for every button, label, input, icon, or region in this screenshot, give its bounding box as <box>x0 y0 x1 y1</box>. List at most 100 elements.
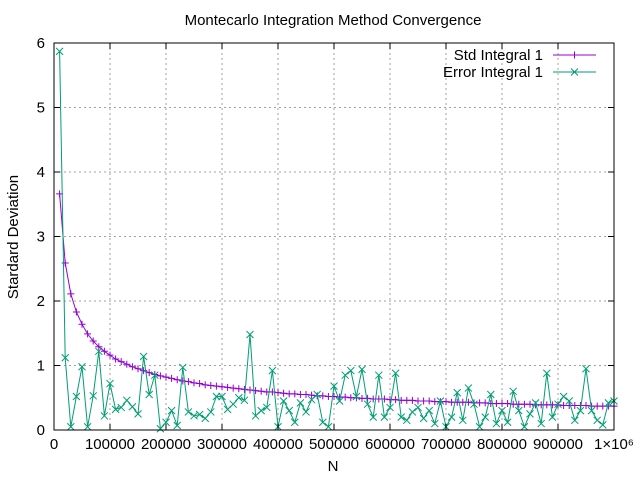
data-point <box>218 383 226 391</box>
data-point <box>78 320 86 328</box>
series-std-integral-1 <box>56 190 618 410</box>
data-point <box>201 414 210 423</box>
data-point <box>145 390 154 399</box>
data-point <box>486 390 495 399</box>
y-tick-label: 3 <box>37 229 45 246</box>
x-axis-label: N <box>328 458 339 475</box>
data-point <box>212 382 220 390</box>
y-tick-label: 4 <box>37 164 45 181</box>
data-point <box>162 418 170 427</box>
data-point <box>100 347 108 355</box>
data-point <box>178 363 187 372</box>
legend-label: Error Integral 1 <box>443 64 543 81</box>
data-point <box>369 413 378 421</box>
data-point <box>358 365 366 374</box>
data-point <box>380 413 389 421</box>
data-point <box>285 406 294 415</box>
x-tick-label: 500000 <box>309 436 359 453</box>
data-point <box>229 384 237 392</box>
data-point <box>257 406 266 415</box>
ticks: 0 100000 200000 300000 400000 500000 600000 700… <box>37 35 634 453</box>
data-point <box>313 390 322 399</box>
data-point <box>252 387 260 395</box>
data-point <box>218 392 226 401</box>
x-tick-label: 0 <box>50 436 58 453</box>
x-tick-label: 700000 <box>421 436 471 453</box>
data-point <box>212 392 221 401</box>
data-point <box>408 396 416 404</box>
data-point <box>436 397 445 405</box>
data-point <box>83 422 92 431</box>
data-point <box>89 391 98 400</box>
data-point <box>257 387 265 395</box>
data-point <box>262 403 271 412</box>
data-point <box>363 400 372 409</box>
data-point <box>240 396 249 405</box>
chart-title: Montecarlo Integration Method Convergenc… <box>185 12 482 29</box>
data-point <box>206 408 215 416</box>
data-point <box>150 371 159 380</box>
data-point <box>156 424 165 433</box>
data-point <box>112 355 120 363</box>
data-point <box>196 380 204 388</box>
data-point <box>598 420 607 429</box>
data-point <box>531 399 540 407</box>
data-point <box>156 372 164 380</box>
data-point <box>392 396 400 404</box>
data-point <box>492 419 501 428</box>
data-point <box>582 364 590 373</box>
data-point <box>246 386 254 394</box>
y-tick-label: 1 <box>37 358 45 375</box>
data-point <box>475 422 484 431</box>
data-point <box>55 47 64 56</box>
data-point <box>559 392 568 401</box>
data-point <box>89 337 97 345</box>
y-tick-label: 6 <box>37 35 45 52</box>
data-point <box>117 358 125 366</box>
data-point <box>308 391 316 399</box>
x-tick-label: 600000 <box>365 436 415 453</box>
x-tick-label: 800000 <box>477 436 527 453</box>
data-point <box>570 416 579 425</box>
data-point <box>576 406 585 415</box>
series-error-integral-1 <box>55 47 618 433</box>
data-point <box>408 408 417 416</box>
data-point <box>330 382 338 390</box>
data-point <box>179 377 187 385</box>
data-point <box>414 403 422 412</box>
data-point <box>234 393 243 402</box>
legend-marker <box>570 68 579 76</box>
data-point <box>504 400 512 408</box>
data-point <box>352 392 361 401</box>
data-point <box>397 413 406 421</box>
data-point <box>201 381 209 389</box>
series-layer <box>55 47 618 433</box>
data-point <box>224 383 232 391</box>
data-point <box>509 387 518 396</box>
data-point <box>453 388 462 397</box>
data-point <box>291 390 299 398</box>
data-point <box>117 403 126 412</box>
data-point <box>173 376 181 384</box>
data-point <box>458 416 467 425</box>
data-point <box>61 353 70 362</box>
data-point <box>128 402 137 411</box>
data-point <box>72 308 80 316</box>
y-tick-label: 0 <box>37 422 45 439</box>
data-point <box>106 379 114 388</box>
data-point <box>593 416 602 425</box>
data-point <box>173 421 182 430</box>
data-point <box>280 389 288 397</box>
data-point <box>565 397 574 405</box>
x-tick-label: 1×10⁶ <box>594 436 634 453</box>
data-point <box>425 406 434 415</box>
x-tick-label: 200000 <box>141 436 191 453</box>
data-point <box>391 369 400 378</box>
y-axis-label: Stardard Deviation <box>5 175 22 299</box>
data-point <box>554 400 562 409</box>
data-point <box>447 413 456 421</box>
data-point <box>526 400 534 408</box>
data-point <box>548 413 557 421</box>
